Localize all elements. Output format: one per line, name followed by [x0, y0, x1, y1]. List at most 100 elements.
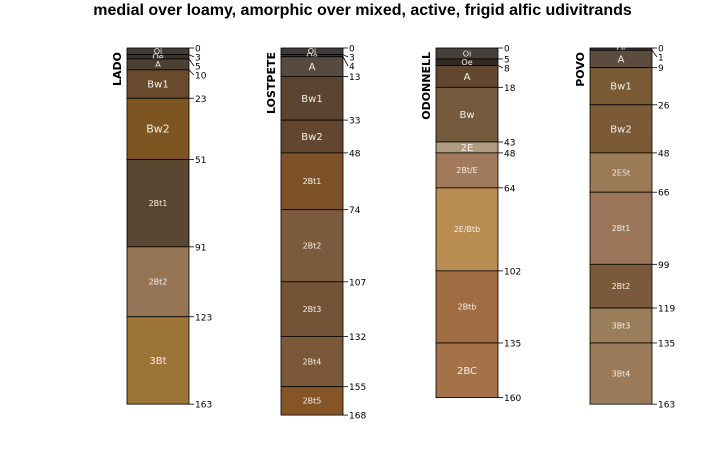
depth-tick-povo-1 [651, 49, 658, 58]
horizon-label-povo-8: 3Bt4 [612, 369, 631, 378]
depth-label-lado-0: 0 [195, 45, 201, 55]
horizon-label-odonnell-1: Oe [461, 58, 472, 67]
depth-tick-lado-1 [188, 54, 195, 58]
depth-label-odonnell-0: 0 [504, 45, 510, 55]
depth-label-odonnell-4: 43 [504, 138, 515, 148]
chart-title: medial over loamy, amorphic over mixed, … [93, 2, 632, 19]
profile-name-povo: POVO [574, 52, 587, 87]
profile-name-lostpete: LOSTPETE [265, 52, 278, 114]
depth-label-povo-7: 119 [658, 305, 675, 315]
horizon-label-odonnell-7: 2Btb [458, 303, 477, 312]
horizon-povo-3 [589, 104, 653, 154]
horizon-label-lostpete-4: Bw2 [301, 132, 322, 143]
horizon-povo-5 [589, 191, 653, 265]
horizon-lado-5 [126, 159, 190, 248]
horizon-label-lostpete-6: 2Bt2 [303, 242, 322, 251]
depth-tick-lado-3 [188, 69, 195, 76]
depth-label-lado-4: 23 [195, 95, 206, 105]
horizon-label-lostpete-5: 2Bt1 [303, 177, 322, 186]
horizon-label-lado-2: A [155, 60, 161, 69]
depth-label-lostpete-10: 168 [349, 412, 366, 422]
horizon-povo-6 [589, 263, 653, 309]
horizon-lostpete-7 [280, 281, 344, 337]
horizon-odonnell-7 [435, 270, 499, 344]
depth-label-lado-8: 163 [195, 401, 212, 411]
horizon-label-lostpete-9: 2Bt5 [303, 397, 322, 406]
depth-label-odonnell-7: 102 [504, 267, 521, 277]
horizon-label-odonnell-3: Bw [459, 110, 474, 121]
depth-label-povo-1: 1 [658, 54, 664, 64]
horizon-label-lado-6: 2Bt2 [149, 278, 168, 287]
horizon-lostpete-5 [280, 152, 344, 211]
depth-label-lostpete-8: 132 [349, 333, 366, 343]
depth-label-lado-7: 123 [195, 313, 212, 323]
depth-label-lostpete-7: 107 [349, 278, 366, 288]
horizon-label-povo-5: 2Bt1 [612, 224, 631, 233]
depth-label-lado-3: 10 [195, 72, 207, 82]
depth-label-lado-2: 5 [195, 63, 201, 73]
depth-tick-odonnell-2 [497, 65, 504, 69]
depth-label-povo-8: 135 [658, 339, 675, 349]
horizon-lado-3 [126, 69, 190, 99]
horizon-odonnell-8 [435, 342, 499, 399]
horizon-label-odonnell-0: Oi [463, 49, 472, 58]
horizon-label-lado-0: Oi [154, 47, 163, 56]
depth-label-lostpete-6: 74 [349, 206, 361, 216]
depth-label-lostpete-5: 48 [349, 149, 361, 159]
horizon-odonnell-3 [435, 86, 499, 143]
horizon-label-lado-5: 2Bt1 [149, 199, 168, 208]
horizon-label-lostpete-0: Oi [308, 47, 317, 56]
depth-label-povo-2: 9 [658, 64, 664, 74]
profile-name-lado: LADO [111, 52, 124, 86]
depth-label-lostpete-1: 3 [349, 54, 355, 64]
depth-label-povo-4: 48 [658, 149, 670, 159]
depth-label-povo-3: 26 [658, 101, 670, 111]
horizon-lostpete-4 [280, 119, 344, 154]
horizon-lostpete-8 [280, 336, 344, 388]
depth-label-povo-0: 0 [658, 45, 664, 55]
depth-label-odonnell-3: 18 [504, 84, 516, 94]
horizon-label-lado-7: 3Bt [149, 356, 166, 367]
horizon-label-povo-4: 2ESt [612, 168, 630, 177]
horizon-lostpete-3 [280, 76, 344, 121]
horizon-povo-4 [589, 152, 653, 193]
profile-name-odonnell: ODONNELL [420, 52, 433, 120]
horizon-label-povo-7: 3Bt3 [612, 321, 631, 330]
horizon-label-odonnell-6: 2E/Btb [454, 225, 481, 234]
depth-label-lostpete-9: 155 [349, 383, 366, 393]
depth-label-lado-5: 51 [195, 156, 206, 166]
horizon-povo-8 [589, 342, 653, 405]
depth-label-odonnell-2: 8 [504, 64, 510, 74]
depth-tick-lado-2 [188, 58, 195, 67]
depth-label-lado-1: 3 [195, 54, 201, 64]
depth-tick-lostpete-1 [342, 54, 349, 58]
depth-tick-lostpete-2 [342, 56, 349, 67]
depth-label-povo-9: 163 [658, 401, 675, 411]
depth-label-lado-6: 91 [195, 243, 206, 253]
horizon-odonnell-6 [435, 187, 499, 272]
depth-label-odonnell-9: 160 [504, 394, 521, 404]
horizon-lostpete-9 [280, 386, 344, 416]
horizon-label-lostpete-2: A [309, 62, 316, 73]
horizon-label-povo-6: 2Bt2 [612, 282, 631, 291]
depth-label-lostpete-3: 13 [349, 73, 360, 83]
depth-label-lostpete-0: 0 [349, 45, 355, 55]
horizon-label-odonnell-2: A [464, 72, 471, 83]
depth-label-odonnell-1: 5 [504, 55, 510, 65]
depth-label-odonnell-8: 135 [504, 339, 521, 349]
horizon-label-lostpete-1: Oe [306, 51, 317, 60]
horizon-lado-4 [126, 97, 190, 160]
depth-label-odonnell-5: 48 [504, 149, 516, 159]
horizon-povo-7 [589, 307, 653, 344]
horizon-label-povo-1: A [618, 54, 625, 65]
horizon-label-lostpete-3: Bw1 [301, 94, 322, 105]
horizon-label-lado-4: Bw2 [146, 123, 170, 136]
horizon-label-lado-1: Oe [152, 53, 163, 62]
horizon-label-odonnell-5: 2Bt/E [456, 166, 477, 175]
horizon-odonnell-5 [435, 152, 499, 189]
horizon-label-odonnell-8: 2BC [457, 366, 477, 377]
horizon-label-povo-3: Bw2 [610, 124, 631, 135]
depth-label-povo-5: 66 [658, 189, 670, 199]
horizon-label-lostpete-7: 2Bt3 [303, 305, 322, 314]
